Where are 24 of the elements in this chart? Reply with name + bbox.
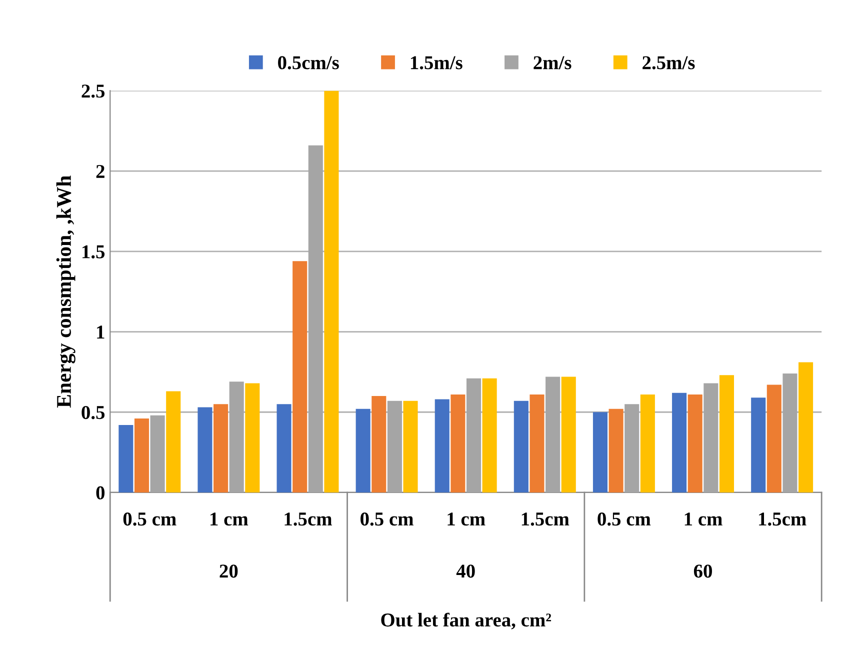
y-tick-label: 2.5 — [82, 84, 105, 98]
y-tick-label: 0 — [96, 486, 105, 500]
text: 40 — [456, 564, 475, 578]
x-tick-label: 1 cm — [448, 512, 486, 526]
y-axis-title: Energy consmption, ,kWh — [56, 176, 76, 408]
y-tick-label: 1.5 — [82, 245, 105, 258]
y-tick-label: 0.5 — [82, 406, 105, 420]
legend-label: 2.5m/s — [642, 56, 695, 70]
text: 60 — [694, 564, 712, 578]
x-tick-label: 1.5cm — [284, 512, 332, 526]
y-tick-label: 1 — [97, 326, 104, 339]
x-tick-label: 0.5 cm — [598, 512, 651, 526]
x-tick-label: 1 cm — [684, 512, 722, 526]
legend-label: 2m/s — [534, 56, 572, 70]
text: 20 — [220, 564, 238, 578]
legend-label: 0.5cm/s — [278, 56, 339, 70]
x-tick-label: 1 cm — [210, 512, 248, 526]
x-tick-label: 0.5 cm — [123, 512, 176, 526]
y-tick-label: 2 — [96, 164, 104, 178]
x-tick-label: 0.5 cm — [360, 512, 414, 526]
x-tick-label: 1.5cm — [759, 512, 806, 526]
x-tick-label: 1.5cm — [522, 512, 570, 526]
legend-label: 1.5m/s — [410, 56, 462, 70]
x-axis-title: Out let fan area, cm² — [381, 612, 552, 630]
